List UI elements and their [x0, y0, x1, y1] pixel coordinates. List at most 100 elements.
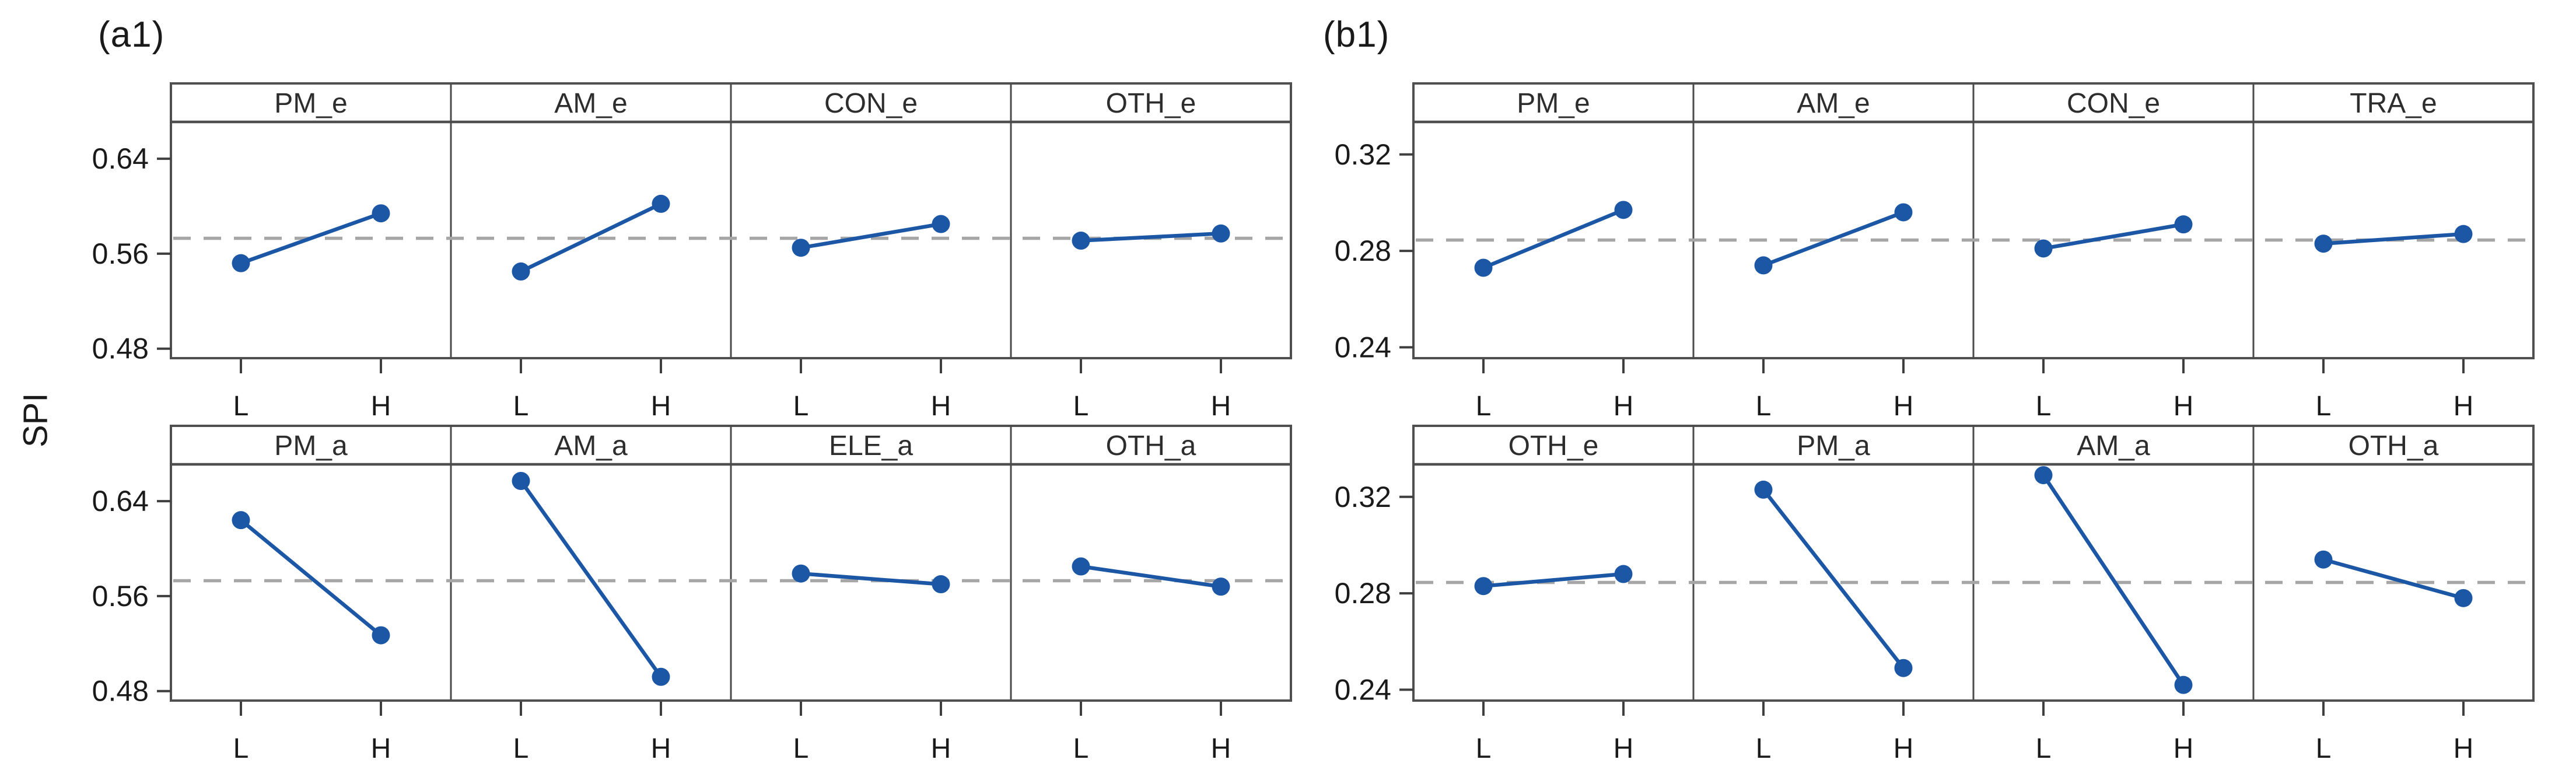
- x-tick-label: H: [2454, 733, 2474, 764]
- x-tick-label: H: [1211, 733, 1231, 764]
- x-tick-label: L: [793, 391, 809, 422]
- data-point-low: [2314, 235, 2333, 253]
- data-point-high: [1614, 565, 1633, 583]
- x-tick-label: H: [1614, 391, 1634, 422]
- data-point-low: [2314, 550, 2333, 569]
- x-tick-label: H: [651, 391, 671, 422]
- x-tick-label: L: [2036, 391, 2052, 422]
- data-point-high: [652, 194, 670, 213]
- data-point-high: [2174, 676, 2193, 694]
- data-point-high: [1894, 203, 1913, 222]
- effect-line: [1761, 488, 1906, 670]
- data-point-low: [232, 254, 250, 272]
- data-point-high: [932, 575, 950, 594]
- effect-line: [1761, 210, 1906, 268]
- effect-line: [2041, 473, 2186, 687]
- y-tick-label: 0.56: [92, 237, 149, 270]
- x-tick-label: L: [1756, 391, 1772, 422]
- effect-line: [1481, 572, 1626, 588]
- y-tick-label: 0.48: [92, 675, 149, 708]
- y-tick-label: 0.28: [1335, 235, 1391, 267]
- x-tick-label: H: [1614, 733, 1634, 764]
- effect-line: [1481, 208, 1626, 270]
- factor-header: AM_a: [2077, 430, 2150, 461]
- x-tick-label: L: [2316, 391, 2332, 422]
- effects-grid: 0.32 0.28 0.24 PM_e L H AM_e L H CON_e L H TRA_e L H 0.…: [1335, 82, 2535, 764]
- x-tick-label: H: [2454, 391, 2474, 422]
- effect-line: [799, 222, 943, 250]
- data-point-low: [1474, 258, 1493, 277]
- effect-line: [2321, 232, 2466, 246]
- y-tick-label: 0.24: [1335, 331, 1391, 363]
- effect-line: [2041, 222, 2186, 251]
- factor-header: AM_e: [1797, 88, 1870, 119]
- data-point-high: [372, 204, 390, 223]
- data-point-high: [1894, 659, 1913, 677]
- factor-header: AM_a: [554, 430, 628, 461]
- effects-grid: 0.64 0.56 0.48 PM_e L H AM_e L H CON_e L H OTH_e L H 0.…: [92, 82, 1292, 764]
- y-tick-label: 0.32: [1335, 481, 1391, 513]
- data-point-high: [1212, 578, 1230, 596]
- x-tick-label: H: [2174, 391, 2194, 422]
- x-tick-label: L: [1073, 391, 1089, 422]
- x-tick-label: L: [1476, 733, 1492, 764]
- x-tick-label: H: [371, 733, 391, 764]
- x-tick-label: H: [1894, 733, 1914, 764]
- data-point-low: [1072, 557, 1090, 576]
- data-point-low: [1754, 480, 1773, 499]
- effect-line: [799, 571, 943, 586]
- x-tick-label: L: [793, 733, 809, 764]
- y-tick-label: 0.28: [1335, 577, 1391, 610]
- data-point-high: [652, 667, 670, 686]
- x-tick-label: L: [1476, 391, 1492, 422]
- x-tick-label: L: [2036, 733, 2052, 764]
- panel-b1-label: (b1): [1323, 15, 1390, 55]
- data-point-low: [2034, 466, 2053, 485]
- factor-header: PM_e: [1517, 88, 1590, 119]
- effect-line: [1079, 232, 1223, 243]
- data-point-high: [2454, 589, 2473, 607]
- x-tick-label: L: [1756, 733, 1772, 764]
- x-tick-label: H: [371, 391, 391, 422]
- factor-header: PM_a: [274, 430, 348, 461]
- factor-header: PM_a: [1797, 430, 1870, 461]
- data-point-low: [1754, 256, 1773, 275]
- factor-header: PM_e: [274, 88, 347, 119]
- x-tick-label: L: [2316, 733, 2332, 764]
- x-tick-label: H: [931, 733, 951, 764]
- x-tick-label: H: [1211, 391, 1231, 422]
- data-point-low: [1474, 577, 1493, 596]
- factor-header: OTH_e: [1508, 430, 1599, 461]
- data-point-high: [372, 626, 390, 645]
- x-tick-label: L: [1073, 733, 1089, 764]
- data-point-low: [232, 511, 250, 530]
- x-tick-label: H: [931, 391, 951, 422]
- x-tick-label: L: [513, 733, 529, 764]
- data-point-high: [2454, 225, 2473, 243]
- panel-a1-chart: 0.64 0.56 0.48 PM_e L H AM_e L H CON_e L H OTH_e L H 0.…: [0, 80, 1306, 765]
- x-tick-label: L: [233, 733, 249, 764]
- factor-header: OTH_a: [2348, 430, 2439, 461]
- effect-line: [239, 211, 383, 265]
- factor-header: OTH_e: [1106, 88, 1196, 119]
- y-tick-label: 0.48: [92, 332, 149, 365]
- y-tick-label: 0.32: [1335, 138, 1391, 171]
- y-tick-label: 0.64: [92, 142, 149, 175]
- effect-line: [519, 202, 663, 274]
- x-tick-label: L: [513, 391, 529, 422]
- y-tick-label: 0.56: [92, 580, 149, 612]
- data-point-low: [1072, 232, 1090, 250]
- factor-header: CON_e: [824, 88, 918, 119]
- data-point-high: [2174, 215, 2193, 234]
- data-point-high: [932, 215, 950, 233]
- data-point-low: [792, 239, 810, 257]
- data-point-low: [512, 262, 530, 281]
- y-tick-label: 0.64: [92, 485, 149, 517]
- data-point-low: [792, 564, 810, 583]
- factor-header: OTH_a: [1106, 430, 1196, 461]
- x-tick-label: H: [1894, 391, 1914, 422]
- data-point-low: [2034, 239, 2053, 258]
- effect-line: [519, 479, 663, 679]
- data-point-high: [1614, 201, 1633, 219]
- y-tick-label: 0.24: [1335, 673, 1391, 706]
